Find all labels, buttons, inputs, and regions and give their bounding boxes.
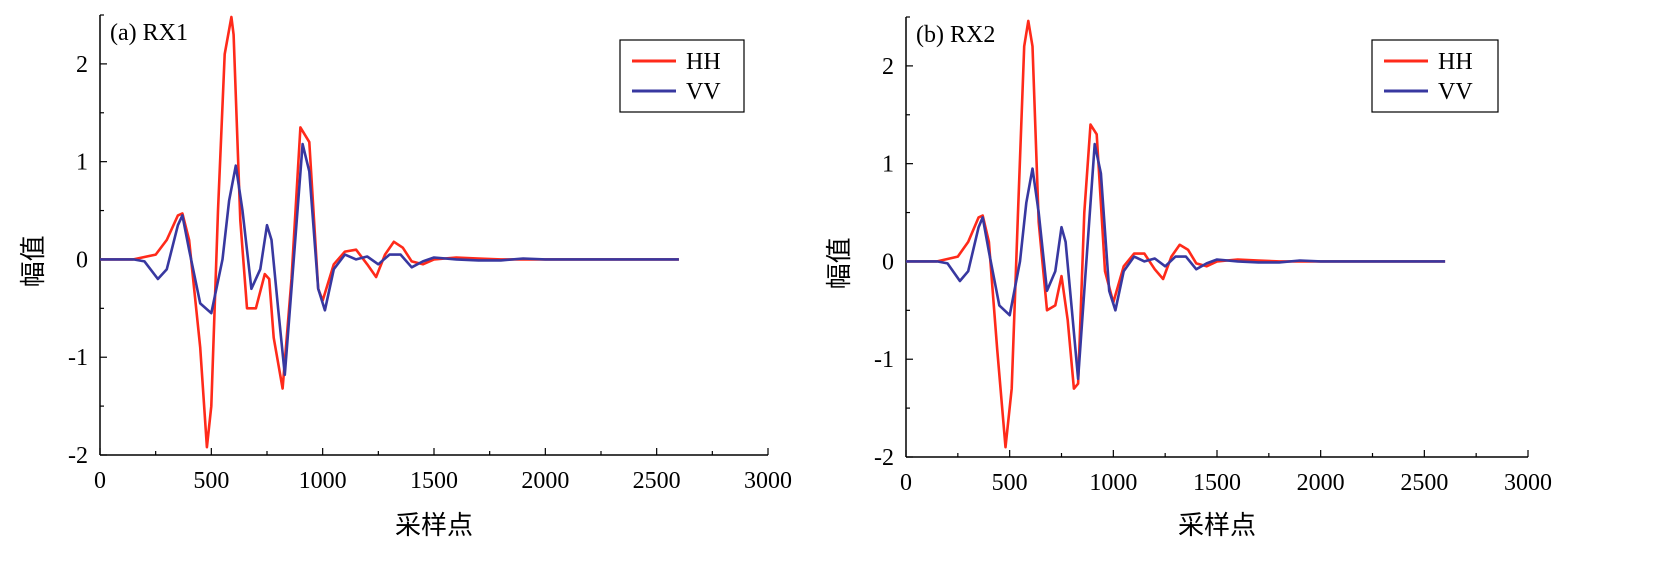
y-tick-label: -1 bbox=[68, 345, 88, 371]
legend-box bbox=[619, 39, 745, 113]
chart-panel-2: 0 500 1000 1500 2000 2500 3000 -2 -1 0 1 2 采样点 幅值 (b) … bbox=[825, 16, 1552, 540]
x-tick-label: 2500 bbox=[633, 468, 681, 494]
legend-label-hh: HH bbox=[1438, 49, 1473, 75]
x-tick-label: 1500 bbox=[410, 468, 458, 494]
y-axis-title: 幅值 bbox=[19, 235, 48, 287]
x-tick-label: 3000 bbox=[744, 468, 792, 494]
x-tick-label: 2500 bbox=[1400, 470, 1448, 496]
x-tick-label: 1000 bbox=[1089, 470, 1137, 496]
y-tick-label: 1 bbox=[882, 152, 894, 178]
series-line-hh bbox=[100, 15, 679, 449]
x-axis-title: 采样点 bbox=[395, 511, 473, 540]
x-tick-label: 500 bbox=[992, 470, 1028, 496]
panel-label: (b) RX2 bbox=[916, 22, 995, 48]
x-tick-label: 0 bbox=[94, 468, 106, 494]
x-axis-title: 采样点 bbox=[1178, 511, 1256, 540]
y-tick-label: 1 bbox=[76, 150, 88, 176]
legend-label-vv: VV bbox=[686, 79, 721, 105]
chart-panel-1: 0 500 1000 1500 2000 2500 3000 -2 -1 0 1 2 采样点 幅值 (a) … bbox=[19, 14, 792, 540]
legend-box bbox=[1371, 39, 1499, 113]
y-tick-label: -1 bbox=[874, 347, 894, 373]
y-tick-label: -2 bbox=[874, 445, 894, 471]
series-line-hh bbox=[906, 19, 1446, 449]
x-tick-label: 500 bbox=[193, 468, 229, 494]
x-tick-label: 3000 bbox=[1504, 470, 1552, 496]
x-tick-label: 1000 bbox=[299, 468, 347, 494]
legend-label-hh: HH bbox=[686, 49, 721, 75]
y-tick-label: 0 bbox=[882, 249, 894, 275]
x-tick-label: 2000 bbox=[1297, 470, 1345, 496]
y-tick-label: 2 bbox=[76, 52, 88, 78]
x-tick-label: 0 bbox=[900, 470, 912, 496]
legend-label-vv: VV bbox=[1438, 79, 1473, 105]
y-tick-label: -2 bbox=[68, 443, 88, 469]
series-line-vv bbox=[100, 142, 679, 377]
legend: HH VV bbox=[619, 39, 745, 113]
x-tick-label: 1500 bbox=[1193, 470, 1241, 496]
y-axis-title: 幅值 bbox=[825, 237, 854, 289]
y-tick-label: 0 bbox=[76, 247, 88, 273]
x-tick-label: 2000 bbox=[521, 468, 569, 494]
legend: HH VV bbox=[1371, 39, 1499, 113]
panel-label: (a) RX1 bbox=[110, 20, 188, 46]
series-line-vv bbox=[906, 142, 1446, 381]
y-tick-label: 2 bbox=[882, 54, 894, 80]
